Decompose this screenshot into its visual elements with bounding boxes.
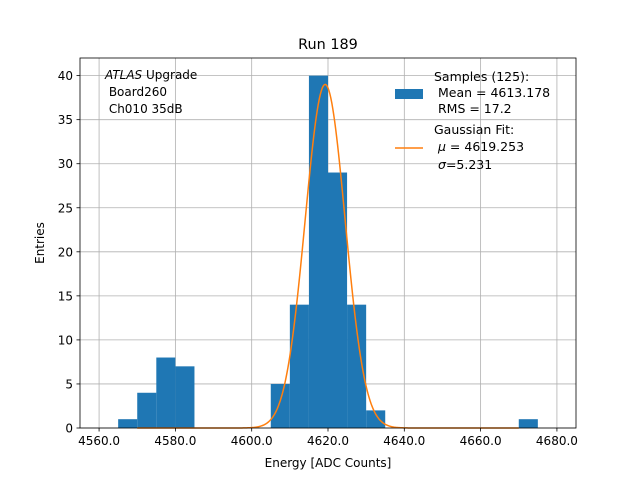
x-tick-label: 4680.0 bbox=[536, 434, 578, 448]
legend: Samples (125): Mean = 4613.178 RMS = 17.… bbox=[395, 69, 550, 172]
x-tick-label: 4660.0 bbox=[460, 434, 502, 448]
y-axis-ticks: 0 5 10 15 20 25 30 35 40 bbox=[58, 69, 80, 436]
histogram-bar bbox=[308, 75, 328, 428]
histogram-bars bbox=[118, 75, 538, 428]
channel-label: Ch010 35dB bbox=[105, 102, 183, 116]
y-tick-label: 30 bbox=[58, 157, 73, 171]
y-tick-label: 35 bbox=[58, 113, 73, 127]
histogram-bar bbox=[137, 392, 157, 428]
x-tick-label: 4600.0 bbox=[231, 434, 273, 448]
legend-fit-sigma-value: =5.231 bbox=[446, 157, 492, 172]
upgrade-label: Upgrade bbox=[142, 68, 197, 82]
legend-fit-mu-value: = 4619.253 bbox=[446, 139, 524, 154]
chart-title: Run 189 bbox=[298, 37, 358, 53]
legend-samples-patch bbox=[395, 89, 423, 99]
histogram-bar bbox=[518, 419, 538, 428]
legend-samples-rms: RMS = 17.2 bbox=[434, 101, 512, 116]
x-tick-label: 4620.0 bbox=[307, 434, 349, 448]
y-axis-label: Entries bbox=[33, 222, 47, 264]
histogram-bar bbox=[118, 419, 138, 428]
histogram-bar bbox=[328, 172, 348, 428]
y-tick-label: 25 bbox=[58, 201, 73, 215]
x-tick-label: 4580.0 bbox=[154, 434, 196, 448]
y-tick-label: 20 bbox=[58, 245, 73, 259]
legend-fit-title: Gaussian Fit: bbox=[434, 122, 514, 137]
mu-symbol: μ bbox=[437, 139, 446, 154]
y-tick-label: 10 bbox=[58, 333, 73, 347]
x-tick-label: 4560.0 bbox=[78, 434, 120, 448]
y-tick-label: 5 bbox=[65, 377, 73, 391]
histogram-bar bbox=[347, 304, 367, 428]
legend-fit-mu: μ = 4619.253 bbox=[437, 139, 524, 154]
atlas-label: ATLAS bbox=[104, 68, 143, 82]
histogram-bar bbox=[366, 410, 386, 428]
y-tick-label: 15 bbox=[58, 289, 73, 303]
histogram-bar bbox=[289, 304, 309, 428]
legend-samples-mean: Mean = 4613.178 bbox=[434, 85, 550, 100]
atlas-annotation: ATLAS Upgrade Board260 Ch010 35dB bbox=[104, 68, 197, 116]
board-label: Board260 bbox=[105, 85, 167, 99]
svg-text:ATLAS Upgrade: ATLAS Upgrade bbox=[104, 68, 197, 82]
y-tick-label: 0 bbox=[65, 422, 73, 436]
histogram-bar bbox=[270, 383, 290, 428]
y-tick-label: 40 bbox=[58, 69, 73, 83]
histogram-bar bbox=[175, 366, 195, 428]
histogram-bar bbox=[156, 357, 176, 428]
legend-fit-sigma: σ=5.231 bbox=[438, 157, 492, 172]
x-axis-ticks: 4560.0 4580.0 4600.0 4620.0 4640.0 4660.0 4680… bbox=[78, 428, 578, 448]
legend-samples-title: Samples (125): bbox=[434, 69, 529, 84]
x-tick-label: 4640.0 bbox=[383, 434, 425, 448]
x-axis-label: Energy [ADC Counts] bbox=[265, 456, 392, 470]
sigma-symbol: σ bbox=[438, 157, 447, 172]
